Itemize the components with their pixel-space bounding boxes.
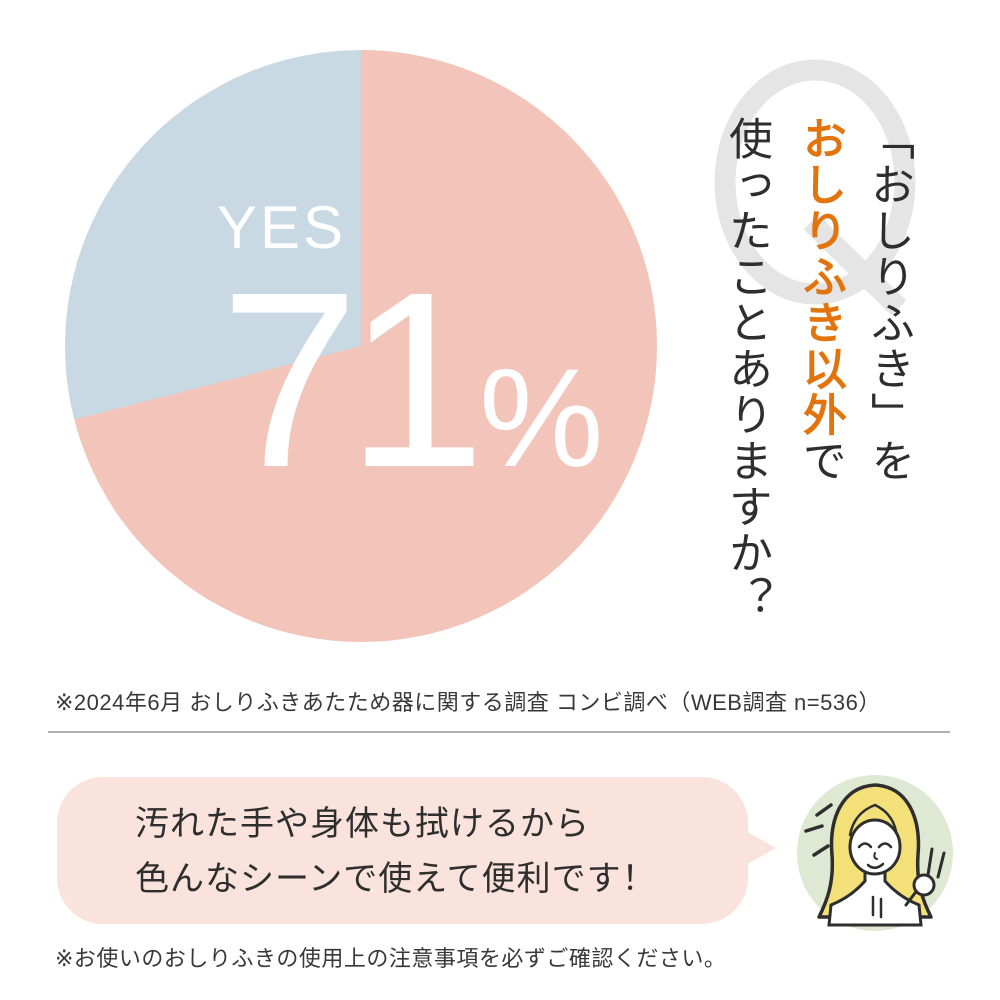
pie-chart: YES 71 % — [65, 50, 657, 642]
left-eye — [857, 842, 873, 849]
woman-avatar — [797, 775, 953, 931]
divider-line — [48, 731, 950, 733]
pie-yes-label: YES — [217, 194, 347, 261]
question-line-2: おしりふき以外で — [796, 116, 845, 676]
question-line-1: 「おしりふき」を — [864, 116, 913, 484]
ok-hand-icon — [904, 847, 946, 907]
pie-value-number: 71 — [220, 240, 486, 519]
smile — [866, 862, 885, 869]
speech-bubble: 汚れた手や身体も拭けるから 色んなシーンで使えて便利です！ — [57, 777, 748, 924]
nose — [873, 852, 878, 860]
speech-line-2: 色んなシーンで使えて便利です！ — [135, 860, 657, 898]
sparkle-lines-icon — [804, 803, 833, 857]
speech-line-1: 汚れた手や身体も拭けるから — [135, 805, 590, 843]
body — [827, 867, 923, 927]
question-line-2-highlight: おしりふき以外 — [796, 116, 845, 438]
q-letter-icon — [714, 59, 916, 316]
pie-value-unit: % — [479, 339, 604, 496]
pie-value: 71 % — [220, 255, 604, 505]
question-line-2-suffix: で — [796, 438, 845, 484]
speech-bubble-tail — [746, 831, 776, 865]
caution-note: ※お使いのおしりふきの使用上の注意事項を必ずご確認ください。 — [55, 946, 727, 971]
right-eye — [877, 842, 893, 849]
face — [848, 818, 902, 876]
survey-note: ※2024年6月 おしりふきあたため器に関する調査 コンビ調べ（WEB調査 n=… — [55, 690, 881, 715]
question-line-3: 使ったことありますか？ — [722, 116, 771, 622]
